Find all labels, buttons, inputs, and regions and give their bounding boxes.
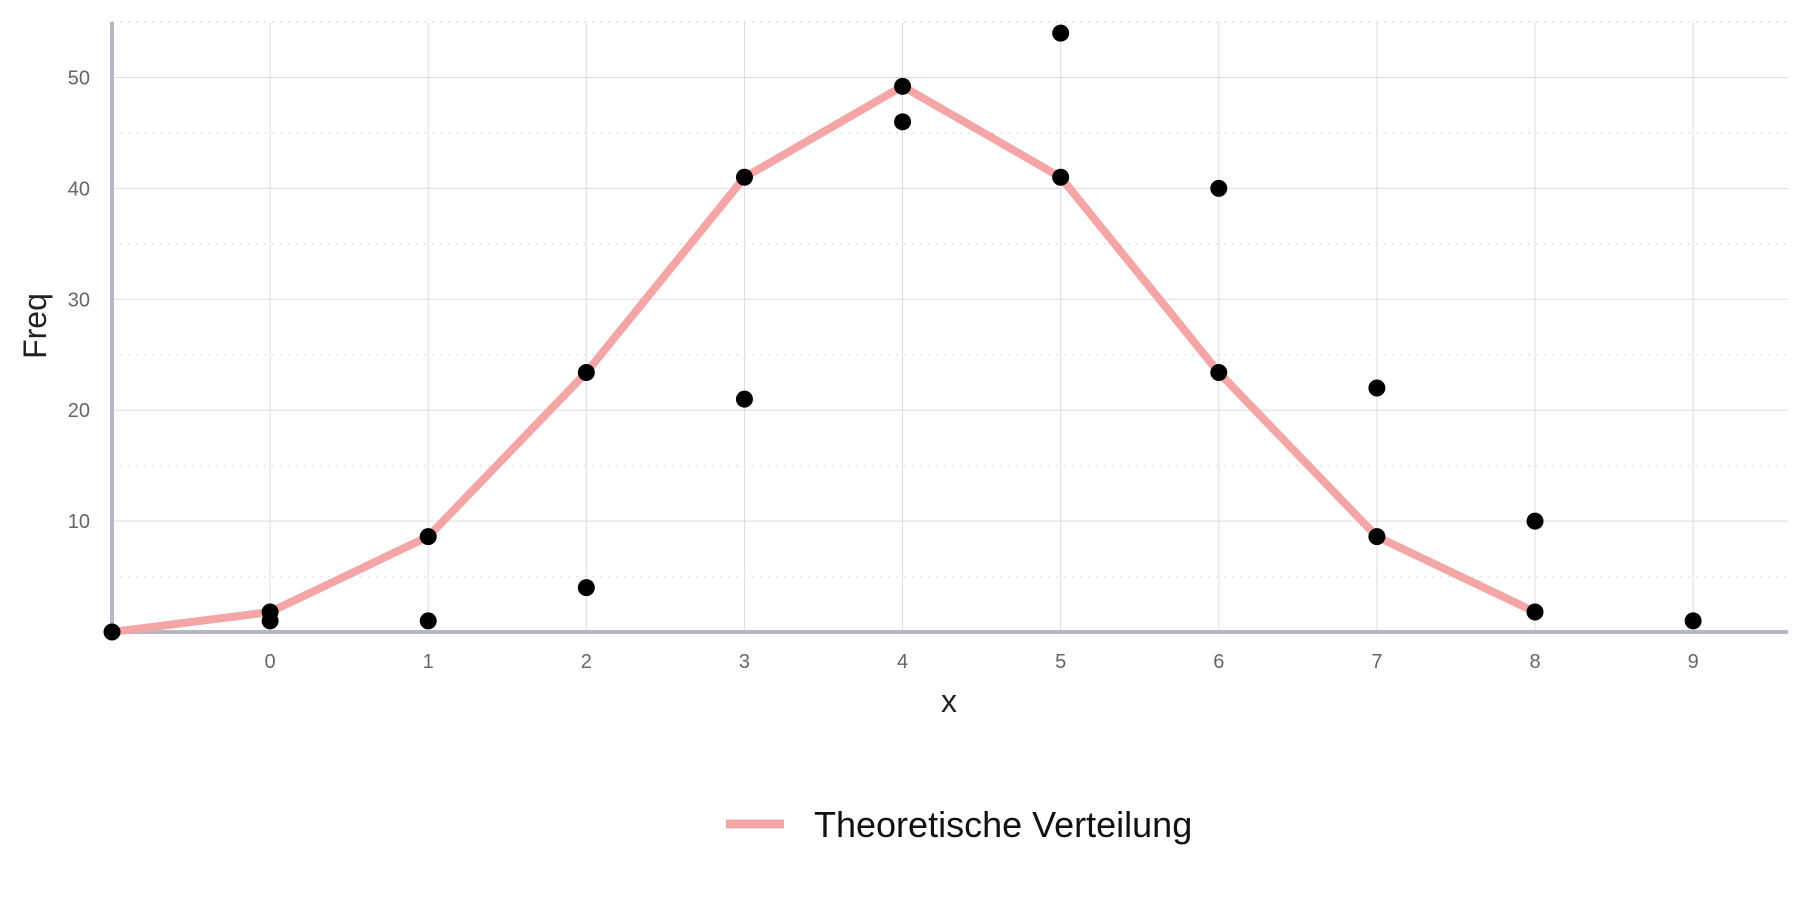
x-tick-label: 0 — [265, 651, 276, 673]
x-tick-label: 3 — [739, 651, 750, 673]
data-point — [894, 77, 912, 95]
x-tick-label: 7 — [1371, 651, 1382, 673]
x-axis-title: x — [941, 683, 957, 719]
data-point — [577, 579, 595, 597]
data-point — [103, 623, 121, 641]
data-point — [1368, 528, 1386, 546]
data-point — [894, 113, 912, 131]
data-point — [577, 363, 595, 381]
theoretical-line — [111, 82, 1537, 636]
x-tick-label: 2 — [581, 651, 592, 673]
data-point — [1684, 612, 1702, 630]
data-point — [1526, 603, 1544, 621]
data-point — [419, 612, 437, 630]
data-point — [735, 390, 753, 408]
data-point — [1052, 24, 1070, 42]
line-layer — [111, 82, 1537, 636]
y-tick-label: 30 — [68, 289, 90, 311]
x-tick-label: 5 — [1055, 651, 1066, 673]
legend-label: Theoretische Verteilung — [814, 804, 1192, 845]
x-tick-label: 8 — [1529, 651, 1540, 673]
tick-labels: 0 1 2 3 4 5 6 7 8 9 10 20 30 40 50 — [68, 67, 1699, 673]
x-tick-label: 6 — [1213, 651, 1224, 673]
y-tick-label: 20 — [68, 400, 90, 422]
y-tick-label: 50 — [68, 67, 90, 89]
x-tick-label: 9 — [1688, 651, 1699, 673]
grid-layer — [112, 21, 1788, 632]
x-tick-label: 4 — [897, 651, 908, 673]
points-layer — [103, 24, 1702, 641]
data-point — [1210, 179, 1228, 197]
axes-layer — [110, 22, 1788, 634]
data-point — [1210, 363, 1228, 381]
legend: Theoretische Verteilung — [726, 804, 1192, 845]
x-tick-label: 1 — [423, 651, 434, 673]
data-point — [261, 603, 279, 621]
data-point — [735, 168, 753, 186]
data-point — [1368, 379, 1386, 397]
y-tick-label: 10 — [68, 511, 90, 533]
y-tick-label: 40 — [68, 178, 90, 200]
data-point — [1052, 168, 1070, 186]
y-axis-title: Freq — [17, 293, 53, 359]
data-point — [419, 528, 437, 546]
data-point — [1526, 512, 1544, 530]
